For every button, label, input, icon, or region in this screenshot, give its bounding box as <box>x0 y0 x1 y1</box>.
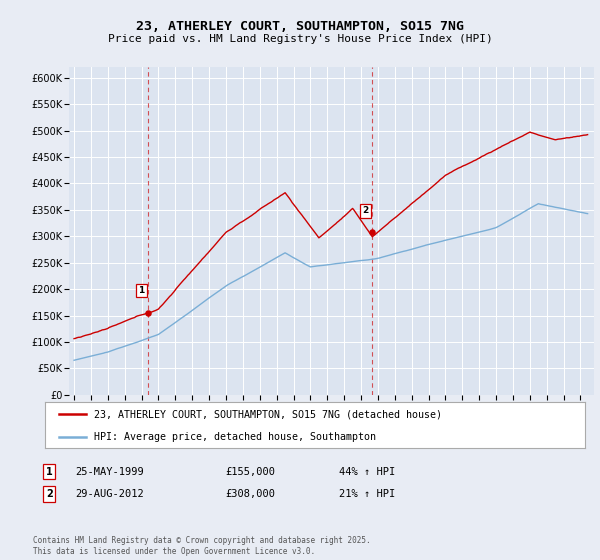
Text: £308,000: £308,000 <box>225 489 275 499</box>
Text: 2: 2 <box>46 489 53 499</box>
Text: Price paid vs. HM Land Registry's House Price Index (HPI): Price paid vs. HM Land Registry's House … <box>107 34 493 44</box>
Text: 44% ↑ HPI: 44% ↑ HPI <box>339 466 395 477</box>
Text: 1: 1 <box>46 466 53 477</box>
Text: 21% ↑ HPI: 21% ↑ HPI <box>339 489 395 499</box>
Text: HPI: Average price, detached house, Southampton: HPI: Average price, detached house, Sout… <box>94 432 376 441</box>
Text: 25-MAY-1999: 25-MAY-1999 <box>75 466 144 477</box>
Text: 2: 2 <box>362 207 368 216</box>
Text: 23, ATHERLEY COURT, SOUTHAMPTON, SO15 7NG: 23, ATHERLEY COURT, SOUTHAMPTON, SO15 7N… <box>136 20 464 34</box>
Text: 23, ATHERLEY COURT, SOUTHAMPTON, SO15 7NG (detached house): 23, ATHERLEY COURT, SOUTHAMPTON, SO15 7N… <box>94 409 442 419</box>
Text: 29-AUG-2012: 29-AUG-2012 <box>75 489 144 499</box>
Text: 1: 1 <box>138 286 145 295</box>
Point <box>143 309 153 318</box>
Text: £155,000: £155,000 <box>225 466 275 477</box>
Point <box>367 227 377 236</box>
Text: Contains HM Land Registry data © Crown copyright and database right 2025.
This d: Contains HM Land Registry data © Crown c… <box>33 536 371 556</box>
